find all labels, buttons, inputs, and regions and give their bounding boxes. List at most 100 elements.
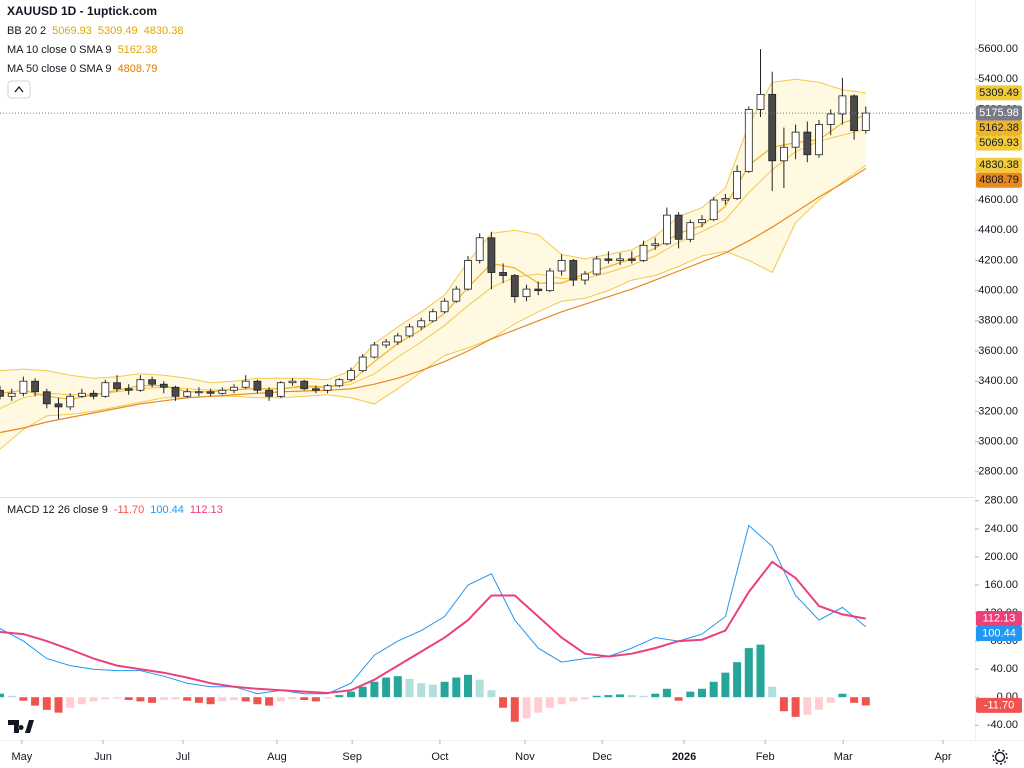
gear-teeth[interactable] — [992, 749, 1008, 765]
histogram-bar — [113, 697, 121, 699]
bb-value: 4830.38 — [143, 25, 184, 37]
x-tick-label: Feb — [756, 751, 775, 763]
histogram-bar — [440, 681, 449, 698]
histogram-bar — [276, 697, 285, 702]
candle-body — [230, 386, 238, 391]
y-tick-label: 4600.00 — [978, 194, 1018, 206]
candle-body — [42, 391, 51, 405]
bb-value: 5069.93 — [52, 25, 92, 37]
bb-upper-box — [976, 85, 1022, 101]
candle-body — [546, 270, 554, 292]
histogram-bar — [19, 697, 28, 701]
candle-body — [522, 288, 531, 298]
y-tick-label: 240.00 — [984, 523, 1018, 535]
macd-box — [976, 626, 1022, 642]
histogram-bar — [686, 691, 695, 698]
histogram-bar — [124, 697, 133, 701]
histogram-bar — [545, 697, 554, 708]
candle-body — [452, 288, 461, 302]
histogram-bar — [721, 672, 730, 698]
candle-body — [171, 386, 180, 397]
x-tick-label: Dec — [592, 751, 612, 763]
candle-body — [206, 391, 215, 394]
candle-body — [826, 113, 835, 125]
candle-body — [241, 380, 250, 388]
bb-value: 5309.49 — [97, 25, 138, 37]
histogram-bar — [31, 697, 40, 706]
histogram-bar — [148, 697, 157, 703]
candle-body — [674, 214, 683, 240]
chevron-icon[interactable] — [14, 85, 24, 93]
x-tick-label: Mar — [834, 751, 853, 763]
histogram-bar — [428, 684, 437, 698]
bb-basis-label: 5069.93 — [979, 137, 1019, 149]
candle-body — [850, 95, 858, 131]
candle-body — [19, 380, 28, 394]
signal-box — [976, 611, 1022, 627]
histogram-bar — [651, 693, 660, 698]
candle-body — [31, 380, 40, 393]
histogram-bar — [803, 697, 812, 715]
y-tick-label: -40.00 — [987, 719, 1018, 731]
histogram-bar — [662, 688, 671, 698]
histogram-bar — [183, 697, 192, 701]
ma-box — [976, 120, 1022, 136]
bb-upper-label: 5309.49 — [979, 87, 1019, 99]
histogram-bar — [768, 686, 777, 698]
histogram-bar — [534, 697, 543, 713]
candle-body — [592, 258, 601, 275]
y-tick-label: 5600.00 — [978, 43, 1018, 55]
histogram-bar — [487, 690, 496, 698]
y-tick-label: 200.00 — [984, 551, 1018, 563]
histogram-bar — [616, 694, 625, 698]
candle-body — [604, 258, 613, 261]
candle-body — [616, 258, 624, 261]
x-tick-label: Jul — [176, 751, 190, 763]
candle-body — [335, 379, 344, 387]
candle-body — [733, 170, 741, 199]
candle-body — [358, 356, 367, 372]
histogram-bar — [417, 683, 426, 698]
histogram-bar — [464, 674, 472, 698]
settings-button[interactable] — [992, 749, 1008, 765]
histogram-bar — [581, 697, 589, 700]
y-tick-label: 4200.00 — [978, 254, 1018, 266]
histogram-bar — [838, 693, 847, 698]
candle-body — [370, 344, 379, 358]
candle-body — [721, 198, 730, 201]
x-tick-label: Nov — [515, 751, 535, 763]
candle-body — [101, 382, 110, 397]
candle-body — [78, 392, 86, 397]
histogram-bar — [475, 679, 484, 698]
histogram-bar — [77, 697, 86, 705]
candle-body — [113, 382, 121, 390]
histogram-bar — [300, 697, 309, 701]
candle-body — [288, 380, 297, 384]
histogram-box — [976, 697, 1022, 713]
histogram-bar — [230, 697, 238, 701]
gear-icon[interactable] — [994, 751, 1006, 763]
candle-body — [768, 93, 777, 162]
histogram-label: -11.70 — [984, 699, 1014, 711]
candle-body — [627, 258, 636, 261]
signal-value: 112.13 — [189, 504, 223, 516]
signal-label: 112.13 — [983, 612, 1016, 624]
candle-body — [709, 199, 718, 221]
histogram-bar — [136, 697, 145, 702]
ma50-legend: MA 50 close 0 SMA 9 4808.79 — [7, 63, 163, 75]
candle-body — [803, 131, 812, 156]
button-frame[interactable] — [7, 80, 31, 99]
candle-body — [311, 388, 320, 391]
collapse-button[interactable] — [7, 80, 31, 99]
histogram-bar — [288, 697, 297, 700]
indicator-name: BB 20 2 — [7, 25, 47, 37]
indicator-name: MA 10 close 0 SMA 9 — [7, 44, 112, 56]
y-tick-label: 3800.00 — [978, 315, 1018, 327]
x-tick-label: Jun — [94, 751, 112, 763]
candle-body — [428, 311, 437, 322]
histogram-bar — [54, 697, 63, 713]
current-price-box — [976, 105, 1022, 121]
histogram-bar — [639, 695, 648, 698]
histogram-bar — [815, 697, 823, 710]
